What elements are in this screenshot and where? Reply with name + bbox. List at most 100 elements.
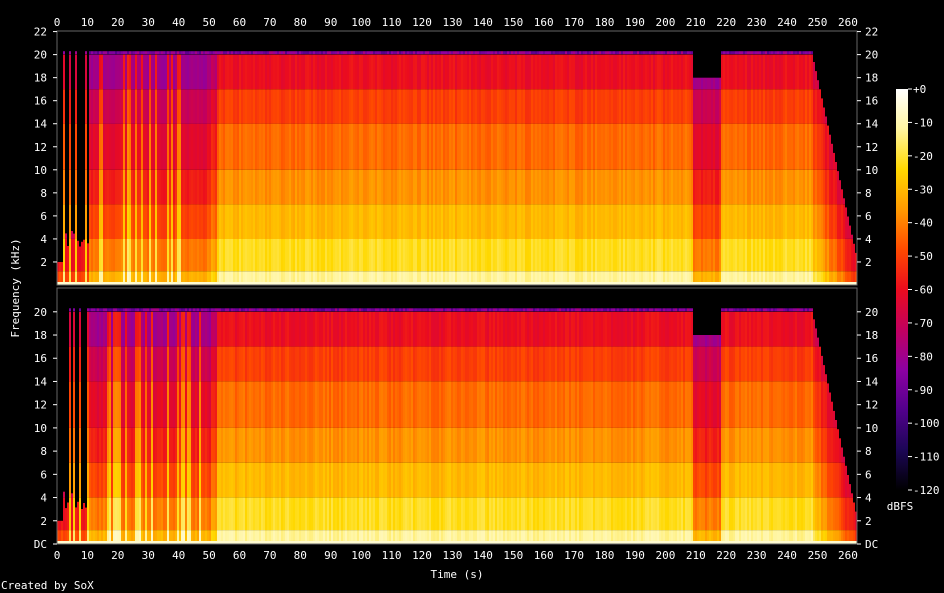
x-tick-label-top: 110 [382, 16, 402, 29]
x-tick-label: 260 [838, 549, 858, 562]
x-tick-label: 130 [442, 549, 462, 562]
x-tick-label: 110 [382, 549, 402, 562]
x-tick-label-top: 150 [503, 16, 523, 29]
x-tick-label-top: 40 [172, 16, 185, 29]
x-tick-label-top: 60 [233, 16, 246, 29]
x-tick-label: 100 [351, 549, 371, 562]
y-tick-label: 4 [40, 492, 47, 505]
x-tick-label: 150 [503, 549, 523, 562]
y-tick-label: 6 [865, 210, 872, 223]
x-tick-label-top: 220 [716, 16, 736, 29]
colorbar-tick-label: -70 [913, 317, 933, 330]
x-tick-label-top: 260 [838, 16, 858, 29]
x-tick-label-top: 240 [777, 16, 797, 29]
y-tick-label: 18 [34, 72, 47, 85]
x-tick-label-top: 50 [202, 16, 215, 29]
y-tick-label: 12 [34, 399, 47, 412]
x-tick-label-top: 160 [534, 16, 554, 29]
y-tick-label: 18 [865, 329, 878, 342]
x-tick-label: 190 [625, 549, 645, 562]
y-tick-label: 10 [865, 422, 878, 435]
y-tick-label: 4 [865, 233, 872, 246]
y-tick-label: 8 [40, 187, 47, 200]
y-tick-label: 14 [34, 376, 48, 389]
y-tick-label: 12 [34, 141, 47, 154]
y-tick-label: 8 [40, 445, 47, 458]
x-tick-label-top: 100 [351, 16, 371, 29]
x-tick-label: 30 [142, 549, 155, 562]
x-tick-label-top: 120 [412, 16, 432, 29]
x-tick-label-top: 170 [564, 16, 584, 29]
x-tick-label: 240 [777, 549, 797, 562]
x-tick-label: 230 [747, 549, 767, 562]
y-tick-label: 12 [865, 399, 878, 412]
colorbar [896, 89, 908, 490]
y-tick-label: 12 [865, 141, 878, 154]
colorbar-tick-label: +0 [913, 83, 926, 96]
y-tick-label: 10 [34, 422, 47, 435]
x-tick-label: 120 [412, 549, 432, 562]
colorbar-label: dBFS [887, 500, 914, 513]
y-tick-label: 18 [865, 72, 878, 85]
x-tick-label: 200 [655, 549, 675, 562]
y-tick-label: 6 [865, 468, 872, 481]
y-tick-label: 16 [865, 95, 878, 108]
y-axis-label: Frequency (kHz) [9, 238, 22, 337]
x-tick-label: 90 [324, 549, 337, 562]
x-tick-label-top: 80 [294, 16, 307, 29]
x-tick-label: 10 [81, 549, 94, 562]
y-tick-label: 22 [34, 26, 47, 39]
colorbar-tick-label: -50 [913, 250, 933, 263]
y-tick-label: 6 [40, 468, 47, 481]
x-tick-label: 140 [473, 549, 493, 562]
x-tick-label: 250 [808, 549, 828, 562]
x-axis-label: Time (s) [431, 568, 484, 581]
y-tick-label: DC [34, 538, 47, 551]
x-tick-label-top: 20 [111, 16, 124, 29]
x-tick-label-top: 210 [686, 16, 706, 29]
y-tick-label: 20 [865, 306, 878, 319]
x-tick-label: 220 [716, 549, 736, 562]
x-tick-label-top: 140 [473, 16, 493, 29]
spectrogram-plots [57, 31, 857, 544]
colorbar-tick-label: -60 [913, 284, 933, 297]
y-tick-label: 8 [865, 445, 872, 458]
colorbar-tick-label: -10 [913, 116, 933, 129]
x-tick-label-top: 30 [142, 16, 155, 29]
y-tick-label: 14 [865, 376, 879, 389]
x-tick-label: 80 [294, 549, 307, 562]
spectrogram-channel-1 [57, 31, 857, 285]
y-tick-label: 4 [40, 233, 47, 246]
y-tick-label: 10 [865, 164, 878, 177]
x-tick-label-top: 130 [442, 16, 462, 29]
y-tick-label: 20 [865, 49, 878, 62]
colorbar-tick-label: -40 [913, 217, 933, 230]
colorbar-tick-label: -80 [913, 350, 933, 363]
x-tick-label: 40 [172, 549, 185, 562]
y-tick-label: 20 [34, 49, 47, 62]
x-tick-label: 50 [202, 549, 215, 562]
x-tick-label-top: 180 [595, 16, 615, 29]
colorbar-ticks: +0 -10 -20 -30 -40 -50 -60 -70 -80 -90 -100 -110 -12… [908, 83, 940, 497]
x-tick-label: 210 [686, 549, 706, 562]
y-tick-label: 2 [865, 515, 872, 528]
y-tick-label: 8 [865, 187, 872, 200]
colorbar-tick-label: -30 [913, 183, 933, 196]
x-tick-label-top: 70 [263, 16, 276, 29]
y-tick-label: 16 [34, 352, 47, 365]
spectrogram-channel-2 [57, 288, 857, 544]
y-tick-label: DC [865, 538, 878, 551]
x-tick-label-top: 200 [655, 16, 675, 29]
x-tick-label-top: 230 [747, 16, 767, 29]
x-tick-label-top: 90 [324, 16, 337, 29]
y-tick-label: 14 [34, 118, 48, 131]
x-tick-label: 60 [233, 549, 246, 562]
y-tick-label: 4 [865, 492, 872, 505]
y-tick-label: 2 [40, 515, 47, 528]
y-tick-label: 22 [865, 26, 878, 39]
x-tick-label: 170 [564, 549, 584, 562]
x-tick-label: 180 [595, 549, 615, 562]
y-tick-label: 20 [34, 306, 47, 319]
